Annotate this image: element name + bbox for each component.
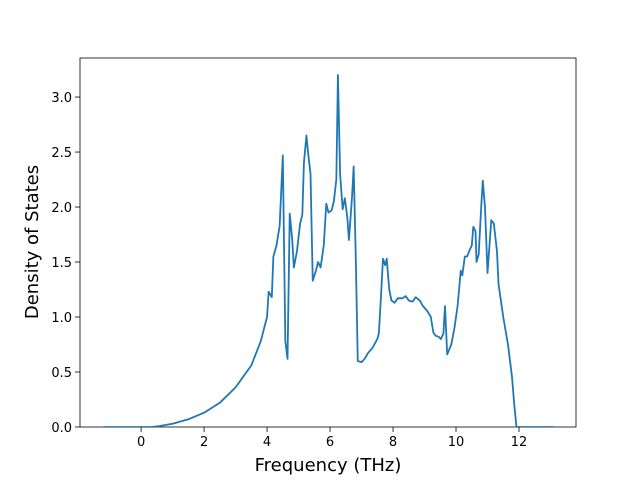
- x-tick-label: 2: [200, 435, 208, 450]
- dos-line: [103, 74, 554, 427]
- y-axis-label: Density of States: [22, 165, 43, 319]
- x-tick-label: 12: [511, 435, 528, 450]
- y-tick-label: 2.0: [51, 201, 72, 216]
- x-tick-label: 10: [448, 435, 465, 450]
- y-tick-label: 2.5: [51, 146, 72, 161]
- y-tick-label: 1.5: [51, 256, 72, 271]
- y-tick-label: 0.5: [51, 366, 72, 381]
- y-tick-label: 0.0: [51, 421, 72, 436]
- x-tick-label: 4: [263, 435, 271, 450]
- x-axis-label: Frequency (THz): [255, 455, 402, 476]
- y-tick-label: 1.0: [51, 311, 72, 326]
- y-tick-label: 3.0: [51, 91, 72, 106]
- x-tick-label: 0: [137, 435, 145, 450]
- x-tick-label: 8: [389, 435, 397, 450]
- x-tick-label: 6: [326, 435, 334, 450]
- plot-frame: [79, 57, 577, 428]
